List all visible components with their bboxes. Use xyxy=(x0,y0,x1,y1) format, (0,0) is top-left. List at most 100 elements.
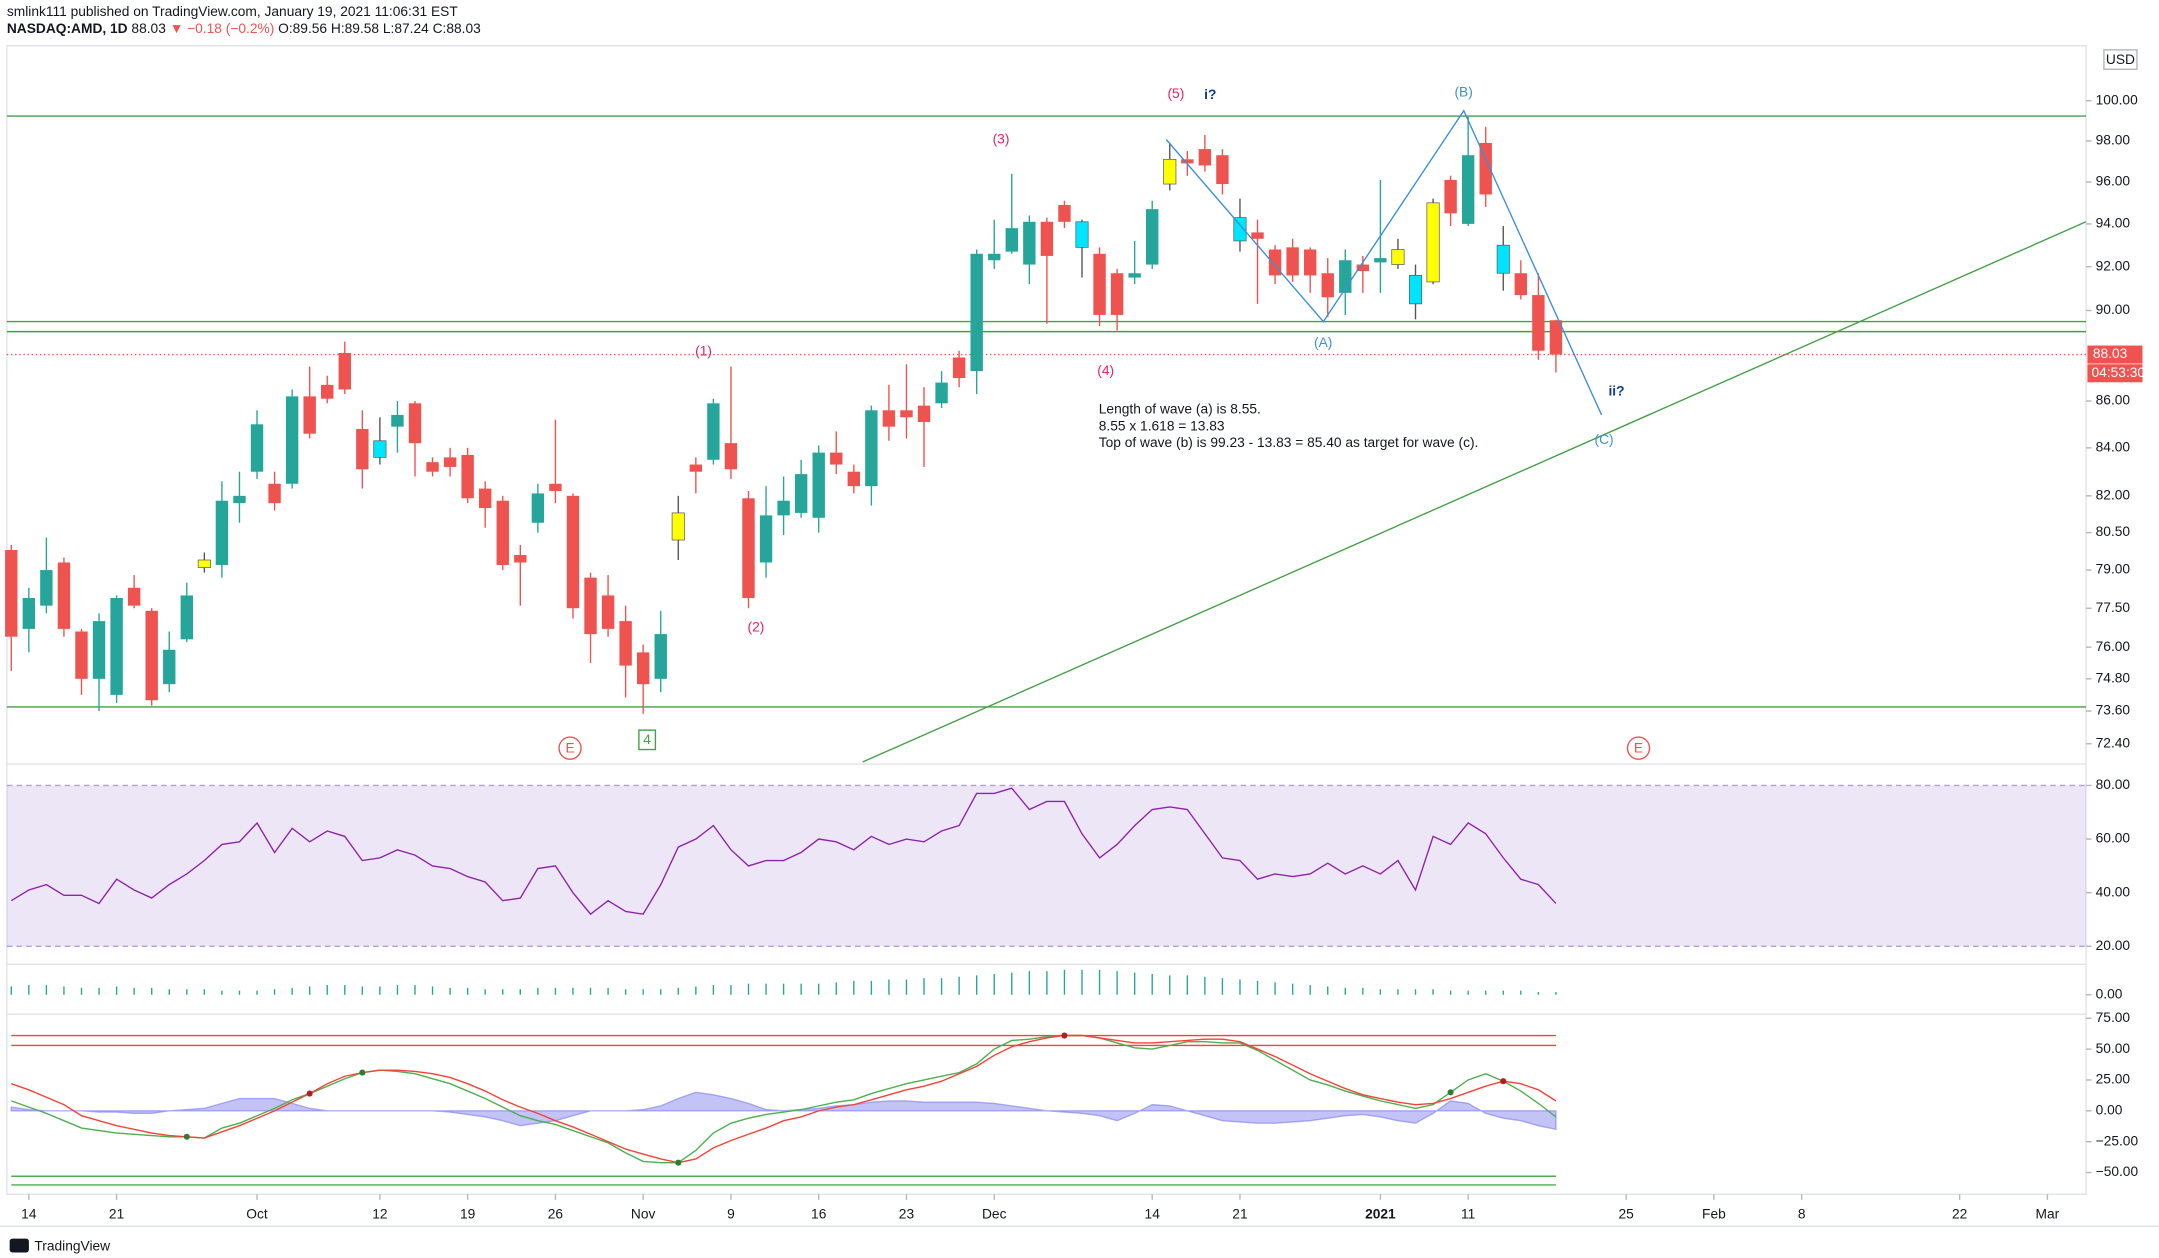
x-tick-label: Feb xyxy=(1702,1206,1726,1222)
candle-body xyxy=(479,488,492,509)
cross-dot xyxy=(359,1069,366,1076)
wave-label: (A) xyxy=(1314,334,1332,350)
histogram-bar xyxy=(1151,973,1153,995)
candle-body xyxy=(566,495,580,609)
candle-body xyxy=(1023,221,1036,265)
y-tick-label: 25.00 xyxy=(2096,1071,2131,1087)
y-tick-label: 100.00 xyxy=(2096,91,2138,107)
histogram-bar xyxy=(431,986,434,995)
y-tick-label: −50.00 xyxy=(2096,1163,2139,1179)
price-label-box xyxy=(2087,345,2143,364)
histogram-bar xyxy=(1344,987,1346,995)
cross-dot xyxy=(1447,1089,1454,1096)
candle-body xyxy=(1514,273,1528,296)
currency: USD xyxy=(2106,51,2135,67)
candle-body xyxy=(724,443,738,470)
histogram-bar xyxy=(361,986,364,995)
histogram-bar xyxy=(1186,975,1189,995)
histogram-bar xyxy=(1239,979,1241,995)
trend-line xyxy=(862,221,2087,763)
histogram-bar xyxy=(993,973,995,995)
candle-body xyxy=(233,495,246,504)
y-tick-label: −25.00 xyxy=(2096,1132,2139,1148)
histogram-bar xyxy=(818,983,820,995)
candle-body xyxy=(1163,158,1177,185)
candle-body xyxy=(689,464,703,472)
candle-body xyxy=(1198,149,1212,166)
histogram-bar xyxy=(168,989,170,995)
histogram-bar xyxy=(1063,969,1066,995)
y-tick-label: 92.00 xyxy=(2096,257,2131,273)
histogram-bar xyxy=(1028,971,1031,995)
y-tick-label: 20.00 xyxy=(2096,937,2131,953)
candle-body xyxy=(321,384,334,399)
histogram-bar xyxy=(291,987,293,995)
event-marker-label: E xyxy=(1634,739,1643,755)
event-marker xyxy=(558,736,582,760)
candle-body xyxy=(636,652,650,685)
x-tick-label: 22 xyxy=(1952,1206,1967,1222)
x-tick-label: Mar xyxy=(2036,1206,2060,1222)
candle-body xyxy=(110,597,123,695)
histogram-bar xyxy=(572,987,574,995)
wave-label: (2) xyxy=(748,618,765,634)
histogram-bar xyxy=(396,985,399,995)
candle-body xyxy=(514,554,527,563)
rsi-band xyxy=(6,785,2087,947)
y-tick-label: 77.50 xyxy=(2096,599,2131,615)
y-tick-label: 96.00 xyxy=(2096,173,2131,189)
histogram-bar xyxy=(414,985,416,995)
histogram-bar xyxy=(1046,971,1048,995)
y-tick-label: 90.00 xyxy=(2096,301,2131,317)
candle-body xyxy=(1426,202,1440,283)
x-tick-label: 16 xyxy=(811,1206,827,1222)
candle-body xyxy=(391,414,404,427)
candle-body xyxy=(285,396,299,484)
candle-body xyxy=(1408,275,1423,305)
histogram-bar xyxy=(730,985,732,995)
histogram-bar xyxy=(10,986,12,995)
note-line: Length of wave (a) is 8.55. xyxy=(1099,401,1261,417)
candle-body xyxy=(1075,221,1089,248)
histogram-bar xyxy=(1327,986,1329,995)
histogram-bar xyxy=(1449,990,1452,995)
histogram-bar xyxy=(1116,971,1118,995)
histogram-bar xyxy=(28,985,30,995)
candle-body xyxy=(1356,264,1370,272)
histogram-bar xyxy=(1169,975,1171,995)
y-tick-label: 82.00 xyxy=(2096,486,2131,502)
histogram-bar xyxy=(905,979,908,995)
cross-dot xyxy=(306,1090,313,1097)
x-tick-label: 26 xyxy=(548,1206,564,1222)
candle-body xyxy=(75,631,88,679)
candle-body xyxy=(1479,142,1492,195)
candle-body xyxy=(830,452,843,465)
histogram-bar xyxy=(660,989,662,995)
wave-line xyxy=(1165,109,1603,416)
oscillator-line xyxy=(11,1034,1557,1164)
histogram-bar xyxy=(888,979,890,995)
candle-body xyxy=(1461,155,1475,224)
candle-body xyxy=(847,471,861,487)
histogram-bar xyxy=(1555,991,1557,995)
histogram-bar xyxy=(1537,991,1540,995)
candle-body xyxy=(601,595,615,629)
x-tick-label: 23 xyxy=(899,1206,915,1222)
ohlc: O:89.56 H:89.58 L:87.24 C:88.03 xyxy=(278,20,481,36)
histogram-bar xyxy=(186,989,188,995)
footer-brand: TradingView xyxy=(34,1238,110,1254)
histogram-bar xyxy=(1221,978,1224,995)
histogram-bar xyxy=(853,980,855,995)
price: 88.03 xyxy=(131,20,166,36)
histogram-bar xyxy=(958,976,960,995)
candle-body xyxy=(303,396,316,434)
candle-body xyxy=(1496,244,1510,274)
candle-body xyxy=(1303,249,1317,276)
candle-body xyxy=(408,403,422,444)
cross-dot xyxy=(1500,1078,1507,1085)
histogram-bar xyxy=(308,986,311,995)
candle-body xyxy=(145,610,158,701)
change: ▼ −0.18 (−0.2%) xyxy=(170,20,275,36)
candle-body xyxy=(794,474,808,513)
currency-box xyxy=(2103,49,2138,70)
